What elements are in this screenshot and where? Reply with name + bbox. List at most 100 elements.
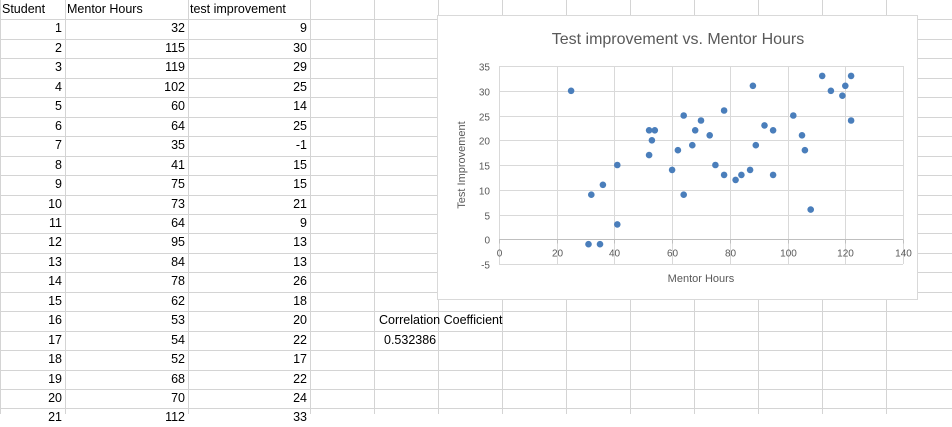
cell-test-improvement[interactable]: 29 (293, 60, 307, 74)
cell-mentor-hours[interactable]: 102 (164, 80, 185, 94)
cell-test-improvement[interactable]: 24 (293, 391, 307, 405)
cell-mentor-hours[interactable]: 70 (171, 391, 185, 405)
cell-student[interactable]: 7 (55, 138, 62, 152)
cell-test-improvement[interactable]: 25 (293, 119, 307, 133)
data-point (749, 82, 757, 90)
cell-test-improvement[interactable]: -1 (295, 138, 307, 152)
cell-student[interactable]: 8 (55, 158, 62, 172)
cell-test-improvement[interactable]: 22 (293, 372, 307, 386)
cell-student[interactable]: 18 (48, 352, 62, 366)
x-tick-label: 80 (725, 249, 737, 260)
data-point (689, 141, 696, 149)
data-point (567, 87, 575, 95)
cell-student[interactable]: 20 (48, 391, 62, 405)
header-student[interactable]: Student (2, 2, 46, 16)
cell-student[interactable]: 13 (48, 255, 62, 269)
cell-mentor-hours[interactable]: 41 (171, 158, 185, 172)
cell-mentor-hours[interactable]: 52 (171, 352, 185, 366)
cell-test-improvement[interactable]: 15 (293, 177, 307, 191)
cell-mentor-hours[interactable]: 95 (171, 235, 185, 249)
cell-test-improvement[interactable]: 9 (300, 21, 307, 35)
data-point (680, 191, 687, 198)
cell-student[interactable]: 4 (55, 80, 62, 94)
cell-test-improvement[interactable]: 15 (293, 158, 307, 172)
y-tick-label: 15 (479, 162, 491, 173)
data-point (761, 122, 768, 129)
data-point (668, 166, 676, 174)
cell-mentor-hours[interactable]: 53 (171, 313, 185, 327)
cell-student[interactable]: 15 (48, 294, 62, 308)
cell-test-improvement[interactable]: 22 (293, 333, 307, 347)
cell-student[interactable]: 9 (55, 177, 62, 191)
data-point (746, 166, 754, 174)
x-tick-label: 60 (667, 249, 679, 260)
cell-student[interactable]: 1 (55, 21, 62, 35)
data-point (842, 82, 849, 90)
data-point (645, 127, 653, 134)
cell-mentor-hours[interactable]: 84 (171, 255, 185, 269)
cell-test-improvement[interactable]: 18 (293, 294, 307, 308)
data-point (680, 112, 687, 119)
data-point (839, 92, 846, 99)
data-point (801, 146, 809, 154)
cell-student[interactable]: 12 (48, 235, 62, 249)
cell-mentor-hours[interactable]: 60 (171, 99, 185, 113)
cell-mentor-hours[interactable]: 78 (171, 274, 185, 288)
chart-title: Test improvement vs. Mentor Hours (552, 31, 805, 48)
y-axis-title: Test Improvement (456, 121, 468, 208)
cell-mentor-hours[interactable]: 112 (165, 410, 185, 424)
cell-student[interactable]: 21 (48, 410, 62, 424)
data-point (807, 206, 814, 213)
cell-student[interactable]: 11 (49, 216, 62, 230)
cell-mentor-hours[interactable]: 32 (171, 21, 185, 35)
cell-mentor-hours[interactable]: 68 (171, 372, 185, 386)
cell-mentor-hours[interactable]: 64 (171, 119, 185, 133)
cell-student[interactable]: 14 (48, 274, 62, 288)
header-test-improvement[interactable]: test improvement (190, 2, 286, 16)
cell-mentor-hours[interactable]: 62 (171, 294, 185, 308)
cell-test-improvement[interactable]: 30 (293, 41, 307, 55)
correlation-value[interactable]: 0.532386 (384, 333, 437, 347)
correlation-label[interactable]: Correlation Coefficient (379, 313, 503, 327)
data-point (691, 127, 699, 134)
data-point (648, 137, 656, 144)
data-point (614, 221, 621, 228)
cell-student[interactable]: 10 (48, 197, 62, 211)
cell-test-improvement[interactable]: 9 (300, 216, 307, 230)
cell-student[interactable]: 2 (55, 41, 62, 55)
cell-student[interactable]: 3 (55, 60, 62, 74)
cell-test-improvement[interactable]: 26 (293, 274, 307, 288)
cell-mentor-hours[interactable]: 75 (171, 177, 185, 191)
cell-test-improvement[interactable]: 25 (293, 80, 307, 94)
data-point (585, 240, 592, 248)
data-point (645, 151, 653, 159)
cell-test-improvement[interactable]: 17 (293, 352, 307, 366)
cell-test-improvement[interactable]: 20 (293, 313, 307, 327)
cell-student[interactable]: 17 (48, 333, 62, 347)
y-tick-label: 5 (484, 212, 490, 223)
cell-mentor-hours[interactable]: 54 (171, 333, 185, 347)
cell-mentor-hours[interactable]: 73 (171, 197, 185, 211)
header-mentor-hours[interactable]: Mentor Hours (67, 2, 143, 16)
cell-mentor-hours[interactable]: 64 (171, 216, 185, 230)
cell-mentor-hours[interactable]: 115 (165, 41, 185, 55)
cell-test-improvement[interactable]: 33 (293, 410, 307, 424)
cell-test-improvement[interactable]: 14 (293, 99, 307, 113)
data-point (720, 171, 728, 179)
cell-test-improvement[interactable]: 13 (293, 255, 307, 269)
cell-student[interactable]: 16 (48, 313, 62, 327)
cell-student[interactable]: 6 (55, 119, 62, 133)
data-point (847, 117, 855, 124)
scatter-chart[interactable]: -5 0 5 10 15 20 25 30 35 0 20 40 60 80 100 120 140 Test i… (437, 15, 918, 300)
cell-student[interactable]: 5 (55, 99, 62, 113)
data-point (827, 87, 835, 95)
x-tick-label: 0 (497, 249, 503, 260)
cell-mentor-hours[interactable]: 119 (165, 60, 185, 74)
data-point (738, 171, 745, 179)
cell-test-improvement[interactable]: 21 (293, 197, 307, 211)
cell-test-improvement[interactable]: 13 (293, 235, 307, 249)
cell-student[interactable]: 19 (48, 372, 62, 386)
data-point (596, 240, 604, 248)
cell-mentor-hours[interactable]: 35 (171, 138, 185, 152)
data-point (732, 176, 739, 184)
